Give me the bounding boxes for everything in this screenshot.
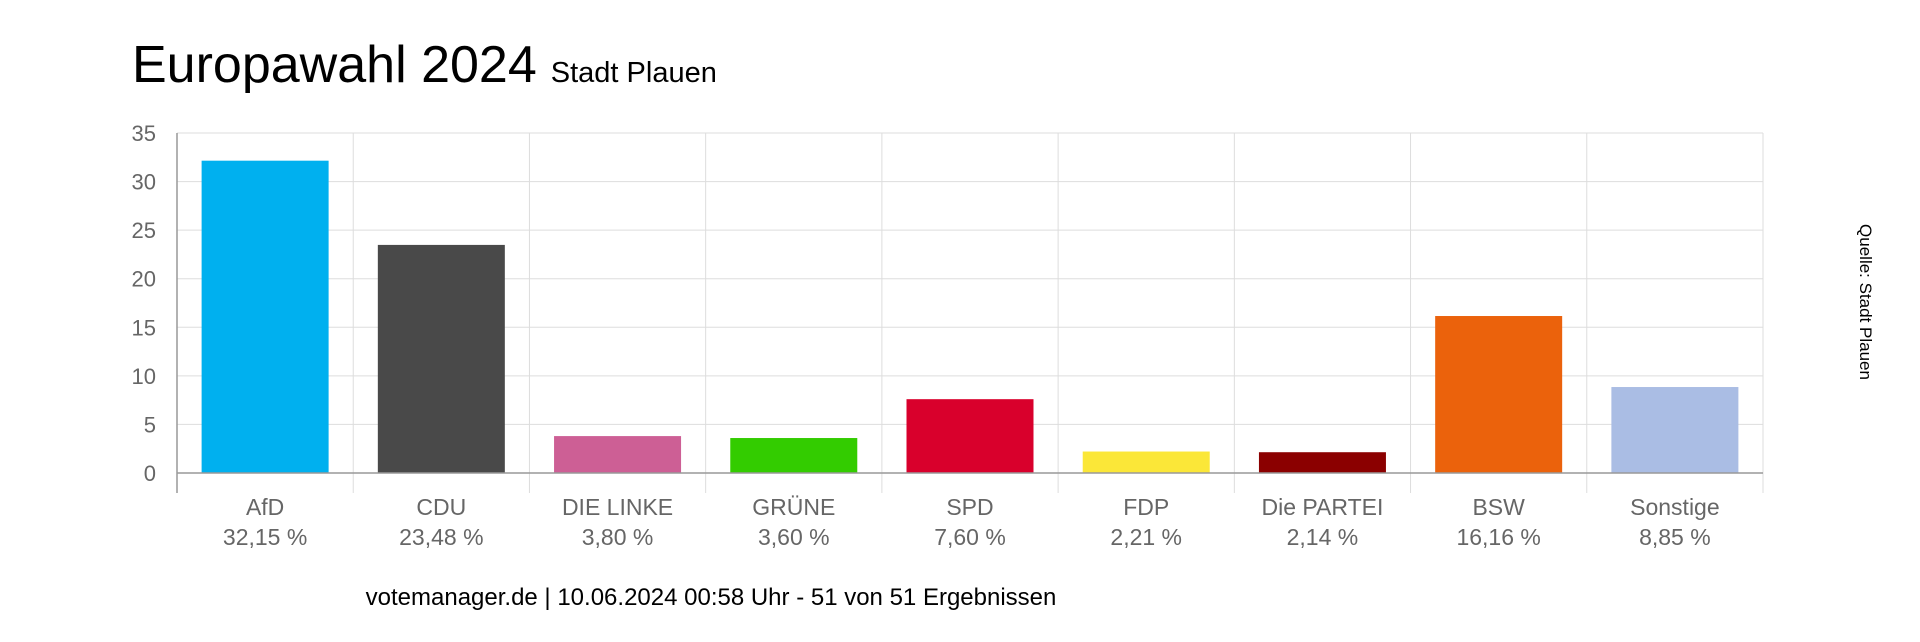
value-label: 8,85 % [1639,524,1711,550]
chart-title: Europawahl 2024 [132,36,537,94]
category-label: SPD [946,494,993,520]
source-label: Quelle: Stadt Plauen [1856,224,1875,380]
y-axis-ticks: 0 5 10 15 20 25 30 35 [132,121,156,486]
y-tick-label: 25 [132,218,156,243]
value-label: 16,16 % [1456,524,1540,550]
value-label: 3,80 % [582,524,654,550]
bar-spd [906,399,1034,473]
bar-fdp [1082,451,1210,473]
bar-sonstige [1611,387,1739,473]
bar-afd [201,160,329,473]
bar-cdu [377,244,505,473]
y-tick-label: 30 [132,170,156,195]
value-label: 3,60 % [758,524,830,550]
category-label: Sonstige [1630,494,1720,520]
bar-grüne [730,438,858,473]
bar-die-partei [1258,452,1386,473]
category-label: AfD [246,494,284,520]
bar-die-linke [554,436,682,473]
value-label: 2,14 % [1287,524,1359,550]
value-labels: 32,15 % 23,48 % 3,80 % 3,60 % 7,60 % 2,21 % 2,… [223,524,1711,550]
y-tick-label: 10 [132,364,156,389]
y-tick-label: 35 [132,121,156,146]
value-label: 7,60 % [934,524,1006,550]
value-label: 2,21 % [1110,524,1182,550]
footer-text: votemanager.de | 10.06.2024 00:58 Uhr - … [366,584,1057,611]
chart-subtitle: Stadt Plauen [551,57,717,89]
y-tick-label: 20 [132,267,156,292]
category-label: GRÜNE [752,494,835,520]
y-tick-label: 15 [132,315,156,340]
bar-bsw [1435,316,1563,473]
category-label: FDP [1123,494,1169,520]
y-tick-label: 5 [144,412,156,437]
category-label: BSW [1472,494,1525,520]
y-tick-label: 0 [144,461,156,486]
bars [201,160,1739,473]
category-label: DIE LINKE [562,494,673,520]
axes [176,133,1763,493]
category-label: Die PARTEI [1262,494,1384,520]
category-label: CDU [416,494,466,520]
value-label: 23,48 % [399,524,483,550]
category-labels: AfD CDU DIE LINKE GRÜNE SPD FDP Die PARTEI BSW S… [246,494,1720,520]
value-label: 32,15 % [223,524,307,550]
